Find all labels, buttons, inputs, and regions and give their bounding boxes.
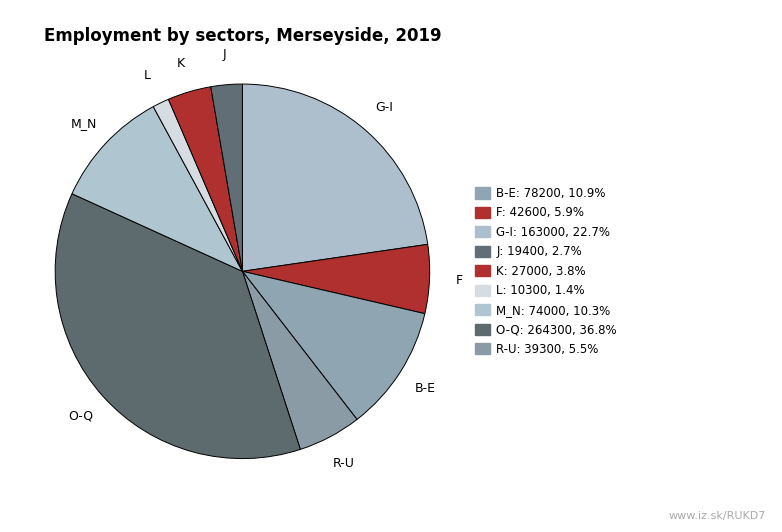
Wedge shape xyxy=(56,194,300,459)
Wedge shape xyxy=(72,106,242,271)
Wedge shape xyxy=(168,87,242,271)
Wedge shape xyxy=(242,84,428,271)
Text: O-Q: O-Q xyxy=(68,410,93,422)
Text: J: J xyxy=(222,48,226,61)
Wedge shape xyxy=(211,84,242,271)
Wedge shape xyxy=(242,271,425,419)
Text: Employment by sectors, Merseyside, 2019: Employment by sectors, Merseyside, 2019 xyxy=(44,27,441,45)
Wedge shape xyxy=(153,99,242,271)
Wedge shape xyxy=(242,244,429,314)
Text: www.iz.sk/RUKD7: www.iz.sk/RUKD7 xyxy=(669,511,766,521)
Text: B-E: B-E xyxy=(414,382,436,395)
Text: F: F xyxy=(456,274,463,287)
Text: K: K xyxy=(177,56,185,70)
Wedge shape xyxy=(242,271,357,450)
Legend: B-E: 78200, 10.9%, F: 42600, 5.9%, G-I: 163000, 22.7%, J: 19400, 2.7%, K: 27000,: B-E: 78200, 10.9%, F: 42600, 5.9%, G-I: … xyxy=(475,187,617,356)
Text: G-I: G-I xyxy=(375,101,393,113)
Text: R-U: R-U xyxy=(333,457,355,470)
Text: L: L xyxy=(144,69,151,82)
Text: M_N: M_N xyxy=(70,117,97,130)
